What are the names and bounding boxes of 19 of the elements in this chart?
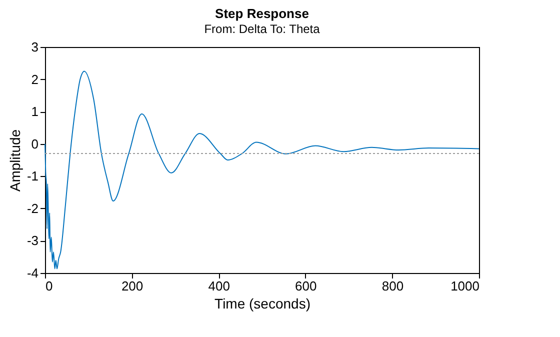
- y-tick-label: -2: [26, 200, 38, 216]
- y-tick-label: -4: [26, 266, 38, 280]
- x-tick-label: 600: [295, 278, 317, 294]
- y-tick-label: -1: [26, 168, 38, 184]
- x-tick-label: 800: [382, 278, 404, 294]
- y-tick-label: 3: [31, 40, 38, 54]
- y-tick-label: 0: [31, 136, 38, 152]
- x-tick-label: 1000: [450, 278, 480, 294]
- chart-title: Step Response: [215, 6, 309, 21]
- chart-subtitle: From: Delta To: Theta: [204, 22, 320, 36]
- y-tick-label: 2: [31, 72, 38, 87]
- line-series: [44, 70, 480, 270]
- y-axis-title: Amplitude: [6, 129, 23, 192]
- y-tick-label: -3: [26, 233, 38, 248]
- y-tick-label: 1: [31, 104, 38, 120]
- x-axis-title: Time (seconds): [214, 296, 310, 312]
- x-tick-label: 0: [46, 278, 53, 294]
- x-tick-label: 400: [208, 278, 230, 294]
- x-tick-label: 200: [121, 278, 144, 294]
